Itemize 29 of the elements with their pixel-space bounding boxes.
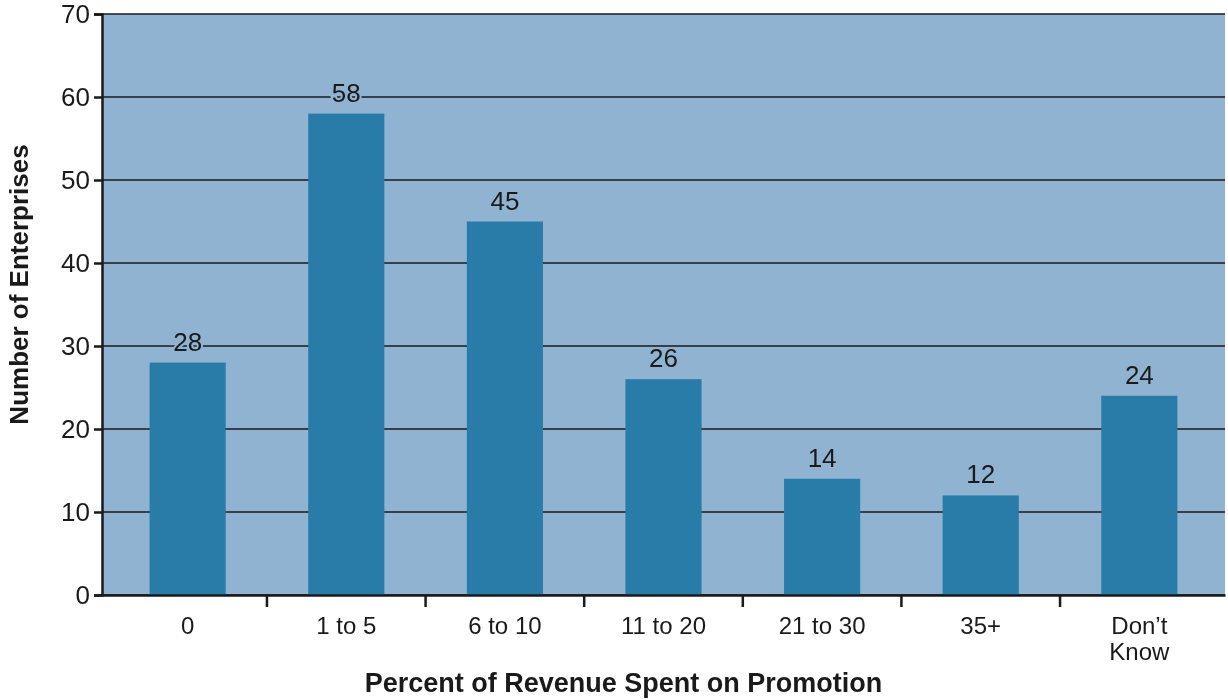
x-tick-label: Don’t Know (1109, 612, 1171, 666)
y-tick-label: 50 (61, 164, 90, 195)
y-tick-label: 70 (61, 0, 90, 29)
x-tick-label: 1 to 5 (316, 612, 377, 640)
x-tick-label: 35+ (960, 612, 1002, 640)
bar (942, 495, 1019, 595)
y-tick-label: 0 (75, 579, 90, 610)
bar (625, 379, 702, 595)
y-tick-label: 60 (61, 81, 90, 112)
bar (149, 362, 226, 595)
x-tick-label: 21 to 30 (778, 612, 866, 640)
data-label: 14 (807, 442, 837, 473)
bar (1101, 395, 1178, 595)
data-label: 45 (490, 185, 520, 216)
bar (308, 113, 385, 595)
x-axis-title: Percent of Revenue Spent on Promotion (364, 668, 883, 698)
x-tick-label: 0 (180, 612, 195, 640)
y-tick-label: 40 (61, 247, 90, 278)
x-tick-label: 6 to 10 (468, 612, 542, 640)
data-label: 12 (966, 459, 996, 490)
data-label: 26 (649, 343, 678, 374)
y-axis-title: Number of Enterprises (4, 144, 34, 425)
data-label: 24 (1124, 359, 1154, 390)
bar (784, 478, 861, 595)
y-tick-label: 10 (61, 496, 90, 527)
x-tick-label: 11 to 20 (621, 612, 706, 640)
y-tick-label: 30 (61, 330, 90, 361)
bar (466, 221, 543, 595)
y-tick-label: 20 (61, 413, 90, 444)
